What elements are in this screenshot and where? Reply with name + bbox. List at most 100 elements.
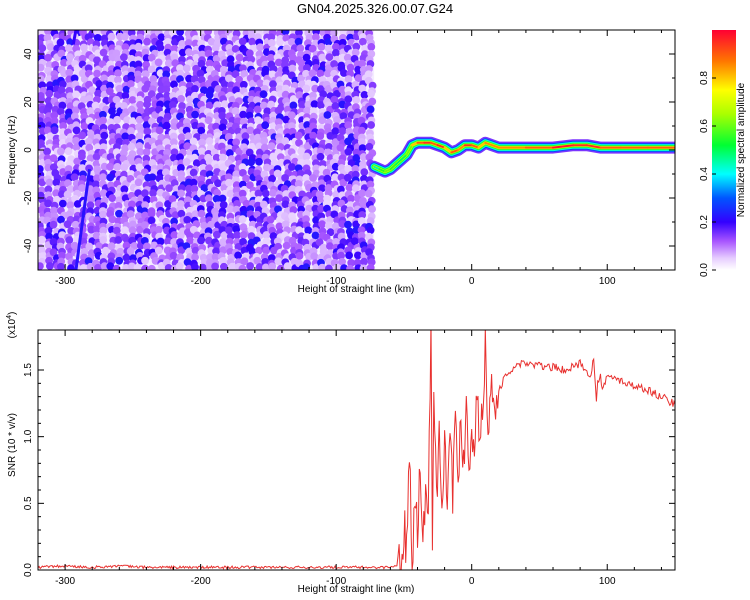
noise-speckle bbox=[337, 251, 345, 260]
noise-speckle bbox=[204, 194, 213, 203]
noise-speckle bbox=[303, 106, 311, 115]
noise-speckle bbox=[99, 173, 107, 182]
noise-speckle bbox=[228, 96, 237, 104]
noise-speckle bbox=[99, 110, 107, 119]
noise-speckle bbox=[288, 163, 296, 171]
noise-speckle bbox=[63, 220, 72, 229]
noise-speckle bbox=[343, 173, 352, 182]
snr-y-tick-label: 1.0 bbox=[23, 429, 34, 443]
noise-speckle bbox=[239, 110, 248, 119]
noise-speckle bbox=[149, 189, 157, 198]
noise-speckle bbox=[359, 153, 368, 161]
noise-speckle bbox=[247, 55, 256, 64]
noise-speckle bbox=[112, 95, 121, 104]
noise-speckle bbox=[100, 162, 109, 171]
noise-speckle bbox=[93, 34, 102, 42]
colorbar-tick-label: 0.4 bbox=[699, 167, 710, 181]
noise-speckle bbox=[38, 252, 47, 260]
noise-speckle bbox=[261, 189, 270, 198]
noise-speckle bbox=[197, 59, 206, 68]
noise-speckle bbox=[197, 209, 206, 218]
noise-speckle bbox=[122, 241, 131, 250]
snr-y-ticks: 0.0 0.5 1.0 1.5 bbox=[23, 342, 675, 577]
noise-speckle bbox=[330, 210, 339, 219]
noise-speckle bbox=[256, 79, 265, 88]
noise-speckle bbox=[191, 253, 200, 261]
noise-speckle bbox=[199, 164, 208, 172]
noise-speckle bbox=[191, 246, 200, 255]
noise-speckle bbox=[317, 204, 325, 213]
noise-speckle bbox=[65, 68, 74, 77]
noise-speckle bbox=[220, 262, 228, 270]
noise-speckle bbox=[126, 247, 135, 256]
noise-speckle bbox=[164, 264, 173, 270]
noise-speckle bbox=[219, 257, 228, 265]
noise-speckle bbox=[282, 241, 291, 250]
noise-speckle bbox=[255, 157, 263, 166]
noise-speckle bbox=[58, 251, 66, 260]
noise-speckle bbox=[84, 137, 93, 146]
noise-speckle bbox=[70, 173, 79, 182]
noise-speckle bbox=[346, 264, 354, 270]
noise-speckle bbox=[267, 54, 275, 62]
noise-speckle bbox=[122, 253, 131, 262]
noise-speckle bbox=[50, 206, 58, 215]
noise-speckle bbox=[281, 220, 290, 229]
colorbar-ticks: 0.0 0.2 0.4 0.6 0.8 bbox=[699, 71, 716, 277]
noise-speckle bbox=[64, 44, 73, 52]
noise-speckle bbox=[253, 96, 261, 104]
noise-speckle bbox=[45, 89, 54, 98]
noise-speckle bbox=[226, 205, 235, 214]
noise-speckle bbox=[78, 152, 86, 161]
noise-speckle bbox=[211, 262, 219, 270]
noise-speckle bbox=[240, 70, 249, 78]
noise-speckle bbox=[358, 59, 366, 68]
noise-speckle bbox=[191, 263, 199, 270]
noise-speckle bbox=[219, 163, 228, 172]
noise-speckle bbox=[80, 75, 89, 83]
noise-speckle bbox=[330, 60, 338, 68]
noise-speckle bbox=[122, 85, 131, 94]
noise-speckle bbox=[281, 174, 289, 182]
noise-speckle bbox=[212, 247, 221, 256]
noise-speckle bbox=[189, 225, 198, 234]
noise-speckle bbox=[360, 91, 369, 99]
noise-speckle bbox=[235, 75, 244, 84]
noise-speckle bbox=[332, 49, 340, 57]
noise-speckle bbox=[205, 91, 214, 99]
noise-speckle bbox=[93, 174, 101, 183]
noise-speckle bbox=[232, 170, 241, 179]
noise-speckle bbox=[73, 157, 82, 166]
noise-speckle bbox=[226, 55, 235, 63]
noise-speckle bbox=[53, 195, 61, 204]
noise-speckle bbox=[239, 80, 248, 89]
noise-speckle bbox=[225, 226, 233, 235]
noise-speckle bbox=[352, 154, 361, 162]
noise-speckle bbox=[142, 121, 151, 130]
noise-speckle bbox=[162, 121, 171, 130]
noise-speckle bbox=[308, 69, 317, 78]
noise-speckle bbox=[154, 58, 163, 67]
noise-speckle bbox=[326, 228, 335, 237]
noise-speckle bbox=[70, 74, 79, 83]
noise-speckle bbox=[247, 95, 256, 104]
noise-speckle bbox=[80, 122, 89, 130]
spec-y-tick-label: 0 bbox=[23, 147, 34, 153]
noise-speckle bbox=[226, 48, 235, 57]
noise-speckle bbox=[289, 101, 298, 110]
noise-speckle bbox=[325, 264, 333, 270]
noise-speckle bbox=[220, 80, 229, 88]
spec-x-tick-label: -300 bbox=[55, 276, 75, 287]
noise-speckle bbox=[197, 75, 206, 84]
noise-speckle bbox=[170, 154, 178, 162]
signal-core-segment bbox=[450, 149, 460, 154]
noise-speckle bbox=[339, 112, 348, 120]
signal-core-segment bbox=[585, 144, 602, 149]
noise-speckle bbox=[205, 79, 213, 88]
noise-speckle bbox=[228, 262, 237, 270]
noise-speckle bbox=[163, 38, 172, 46]
noise-speckle bbox=[274, 106, 283, 115]
noise-speckle bbox=[108, 107, 116, 115]
snr-x-tick-label: -100 bbox=[326, 576, 346, 587]
